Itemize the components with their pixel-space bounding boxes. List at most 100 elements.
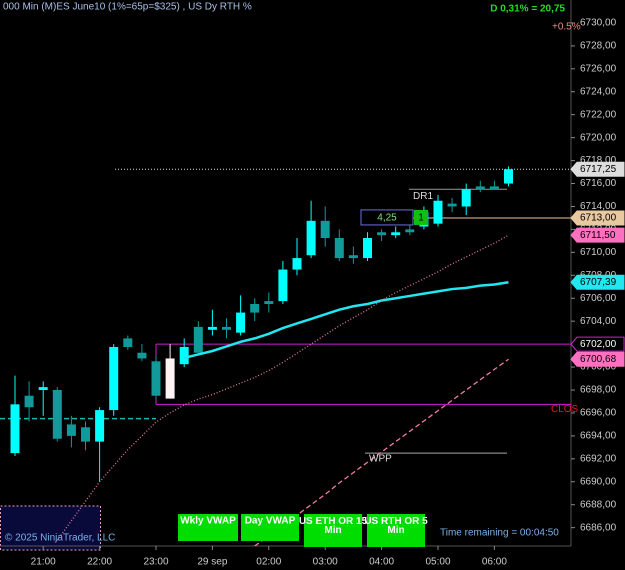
button-label: Day VWAP [245, 516, 296, 527]
y-tick-label: 6696,00 [580, 408, 617, 419]
y-tick-label: 6710,00 [580, 247, 617, 258]
candle-body [24, 395, 34, 408]
candle-body [123, 338, 133, 347]
price-tag-label: 6717,25 [580, 164, 617, 175]
price-tag [570, 161, 625, 177]
price-tag-label: 6702,00 [580, 339, 617, 350]
candle-body [10, 404, 20, 454]
candle-body [348, 255, 358, 259]
x-tick-label: 29 sep [197, 557, 227, 568]
change-label: D 0,31% = 20,75 [490, 4, 565, 15]
y-tick-label: 6730,00 [580, 18, 617, 29]
candle-body [334, 238, 344, 259]
y-tick-label: 6690,00 [580, 476, 617, 487]
y-tick-label: 6722,00 [580, 109, 617, 120]
percent-label: +0.5% [552, 22, 581, 33]
candle-body [377, 232, 387, 236]
button[interactable] [241, 514, 299, 541]
y-tick-label: 6694,00 [580, 431, 617, 442]
chart-title: 000 Min (M)ES June10 (1%=65p=$325) , US … [3, 2, 252, 13]
y-tick-label: 6728,00 [580, 41, 617, 52]
candle-body [109, 346, 119, 411]
candle-body [250, 303, 260, 313]
y-tick-label: 6718,00 [580, 155, 617, 166]
candle-body [38, 387, 48, 390]
y-tick-label: 6706,00 [580, 293, 617, 304]
y-tick-label: 6704,00 [580, 316, 617, 327]
candle-body [433, 200, 443, 224]
candle-body [504, 169, 513, 184]
button-label: US RTH OR 5 Min [364, 516, 428, 536]
button-label: Wkly VWAP [180, 516, 236, 527]
candle-body [320, 220, 330, 239]
x-tick-label: 06:00 [482, 557, 507, 568]
candle-body [81, 427, 90, 442]
candle-body [489, 186, 499, 190]
y-tick-label: 6698,00 [580, 385, 617, 396]
y-tick-label: 6726,00 [580, 63, 617, 74]
price-tag-label: 6707,39 [580, 277, 617, 288]
candle-body [66, 424, 76, 436]
candle-body [193, 326, 203, 353]
candle-body [363, 238, 372, 259]
x-tick-label: 23:00 [143, 557, 168, 568]
candle-body [447, 203, 457, 207]
corner-box [0, 505, 101, 551]
candle-body [52, 390, 62, 439]
level-label: DR1 [413, 191, 433, 202]
indicator-line [183, 281, 509, 360]
button[interactable] [304, 514, 362, 547]
candle-body [264, 301, 274, 304]
y-tick-label: 6688,00 [580, 499, 617, 510]
y-tick-label: 6716,00 [580, 178, 617, 189]
candle-body [151, 361, 161, 396]
timer: Time remaining = 00:04:50 [440, 528, 559, 539]
candle-body [405, 229, 415, 233]
level-label: CLOS [551, 404, 579, 415]
price-tag [570, 210, 625, 226]
range-label: 4,25 [377, 213, 397, 224]
y-tick-label: 6714,00 [580, 201, 617, 212]
copyright: © 2025 NinjaTrader, LLC [5, 533, 115, 544]
candle-body [391, 232, 401, 236]
y-tick-label: 6686,00 [580, 522, 617, 533]
candle-body [475, 186, 485, 190]
y-tick-label: 6724,00 [580, 86, 617, 97]
price-tag-label: 6713,00 [580, 213, 617, 224]
candle-body [95, 410, 105, 442]
level-label: WPP [369, 454, 392, 465]
price-tag-label: 6700,68 [580, 354, 617, 365]
price-tag-label: 6711,50 [580, 230, 616, 241]
x-tick-label: 03:00 [313, 557, 338, 568]
x-tick-label: 05:00 [425, 557, 450, 568]
candle-body [278, 269, 288, 302]
candle-body [222, 326, 231, 330]
candle-body [461, 189, 471, 207]
badge-label: 1 [418, 213, 424, 224]
candle-body [306, 220, 316, 256]
plot-area [0, 166, 571, 546]
button[interactable] [367, 514, 425, 547]
price-tag [570, 227, 625, 243]
candle-body [236, 312, 246, 333]
y-tick-label: 6700,00 [580, 362, 617, 373]
candle-body [137, 352, 147, 359]
y-tick-label: 6692,00 [580, 453, 617, 464]
candle-body [207, 326, 217, 330]
candle-body [292, 258, 302, 270]
x-tick-label: 04:00 [369, 557, 394, 568]
button[interactable] [178, 514, 238, 541]
price-tag [570, 351, 625, 367]
button-label: US ETH OR 15 Min [299, 516, 368, 536]
price-tag [570, 274, 625, 290]
y-tick-label: 6720,00 [580, 132, 617, 143]
x-tick-label: 21:00 [31, 557, 56, 568]
range-box [360, 209, 414, 226]
badge-box [414, 209, 428, 225]
candle-body [179, 346, 189, 365]
x-tick-label: 02:00 [256, 557, 281, 568]
x-tick-label: 22:00 [87, 557, 112, 568]
candle-body [165, 358, 175, 399]
